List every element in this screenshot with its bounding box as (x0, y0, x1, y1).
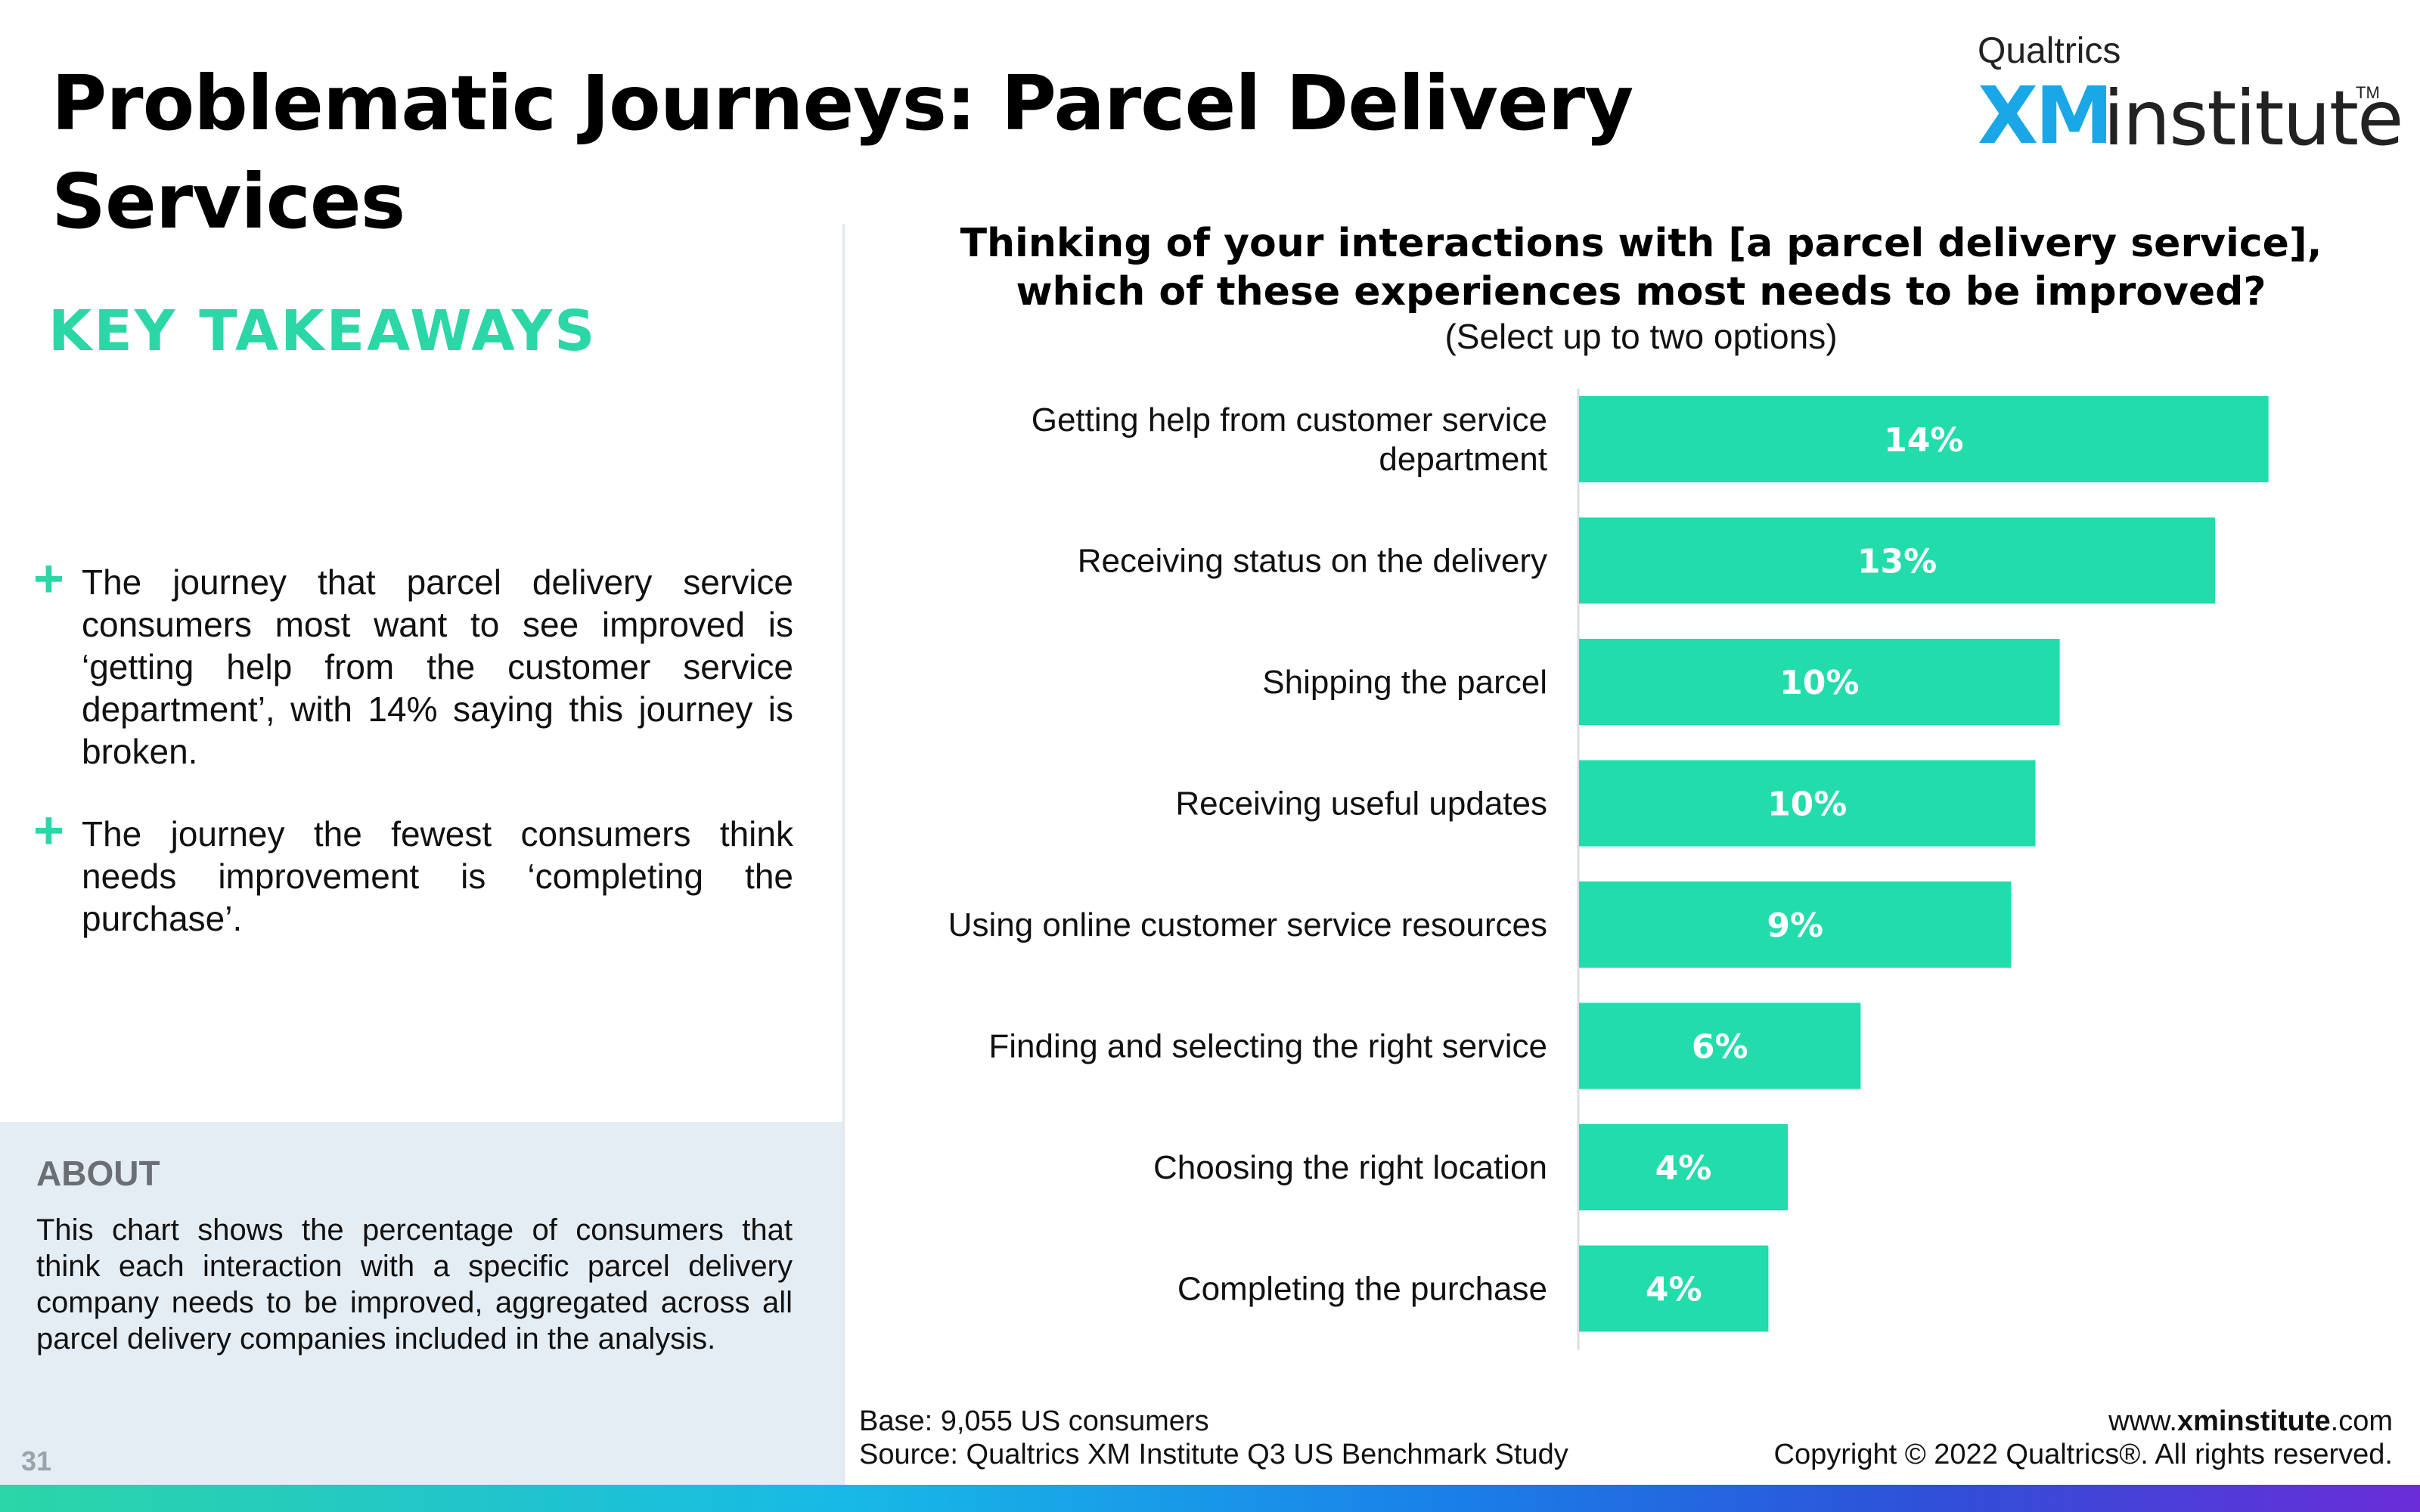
vertical-divider (842, 224, 845, 1485)
category-label: Finding and selecting the right service (988, 1028, 1547, 1065)
chart-title: Thinking of your interactions with [a pa… (960, 221, 2322, 314)
category-label-line: Choosing the right location (1153, 1149, 1547, 1186)
bar-value-label: 10% (1779, 664, 1859, 702)
bar-value-label: 13% (1857, 543, 1937, 581)
category-label: Receiving useful updates (1175, 785, 1547, 823)
chart-bar (1579, 1124, 1789, 1210)
chart-bar (1579, 1002, 1861, 1089)
chart-bar (1579, 1245, 1769, 1332)
chart-bar (1579, 760, 2036, 847)
category-label-line: Finding and selecting the right service (988, 1028, 1547, 1065)
category-label-line: Shipping the parcel (1262, 664, 1547, 701)
takeaway-item: + The journey the fewest consumers think… (33, 804, 793, 940)
category-label: Getting help from customer service depart… (1032, 401, 1547, 478)
footer-copyright: www.xminstitute.com Copyright © 2022 Qua… (1774, 1405, 2393, 1471)
about-panel (0, 1122, 842, 1485)
category-label-line: Receiving useful updates (1175, 785, 1547, 823)
category-label: Receiving status on the delivery (1078, 543, 1547, 580)
takeaway-item: + The journey that parcel delivery servi… (33, 552, 793, 773)
page-number: 31 (21, 1445, 52, 1476)
takeaway-text: The journey the fewest consumers think n… (82, 814, 793, 938)
bar-value-label: 9% (1767, 906, 1823, 945)
bar-value-label: 10% (1767, 785, 1847, 824)
about-text: This chart shows the percentage of consu… (36, 1213, 793, 1356)
chart-bar (1579, 396, 2269, 482)
chart-bar (1579, 517, 2216, 604)
category-label: Choosing the right location (1153, 1149, 1547, 1186)
footer-source: Base: 9,055 US consumers Source: Qualtri… (859, 1405, 1568, 1471)
chart-bar (1579, 639, 2060, 725)
category-label: Using online customer service resources (948, 906, 1547, 943)
category-label-line: Getting help from customer service (1032, 401, 1547, 438)
chart-subtitle: (Select up to two options) (1444, 317, 1838, 356)
category-label-line: department (1379, 441, 1547, 478)
bar-chart: 14% Getting help from customer service dep… (948, 389, 2269, 1350)
copyright-text: Copyright © 2022 Qualtrics®. All rights … (1773, 1439, 2393, 1470)
bottom-gradient-bar (0, 1485, 2420, 1512)
category-label: Completing the purchase (1177, 1271, 1547, 1308)
plus-icon: + (33, 801, 64, 860)
plus-icon: + (33, 549, 64, 608)
about-heading: ABOUT (36, 1154, 160, 1193)
footer-url[interactable]: www.xminstitute.com (2108, 1405, 2393, 1437)
bar-value-label: 6% (1692, 1028, 1748, 1067)
category-label-line: Receiving status on the delivery (1078, 543, 1547, 580)
footer-source-text: Source: Qualtrics XM Institute Q3 US Ben… (859, 1439, 1568, 1470)
logo-tm-mark: TM (2356, 83, 2380, 102)
bar-value-label: 14% (1884, 421, 1963, 460)
logo-qualtrics-text: Qualtrics (1978, 31, 2121, 71)
chart-bar (1579, 881, 2012, 968)
footer-base-text: Base: 9,055 US consumers (859, 1405, 1209, 1437)
page-title: Problematic Journeys: Parcel Delivery Se… (51, 59, 1634, 246)
takeaway-text: The journey that parcel delivery service… (82, 562, 793, 771)
logo-xm-text: XM (1978, 70, 2114, 162)
key-takeaways-heading: KEY TAKEAWAYS (48, 299, 597, 364)
bar-value-label: 4% (1646, 1271, 1702, 1309)
bar-value-label: 4% (1655, 1149, 1712, 1188)
logo-institute-text: institute (2103, 74, 2404, 163)
xm-institute-logo: Qualtrics XM institute TM (1978, 30, 2404, 163)
category-label-line: Completing the purchase (1177, 1271, 1547, 1308)
category-label: Shipping the parcel (1262, 664, 1547, 701)
category-label-line: Using online customer service resources (948, 906, 1547, 943)
